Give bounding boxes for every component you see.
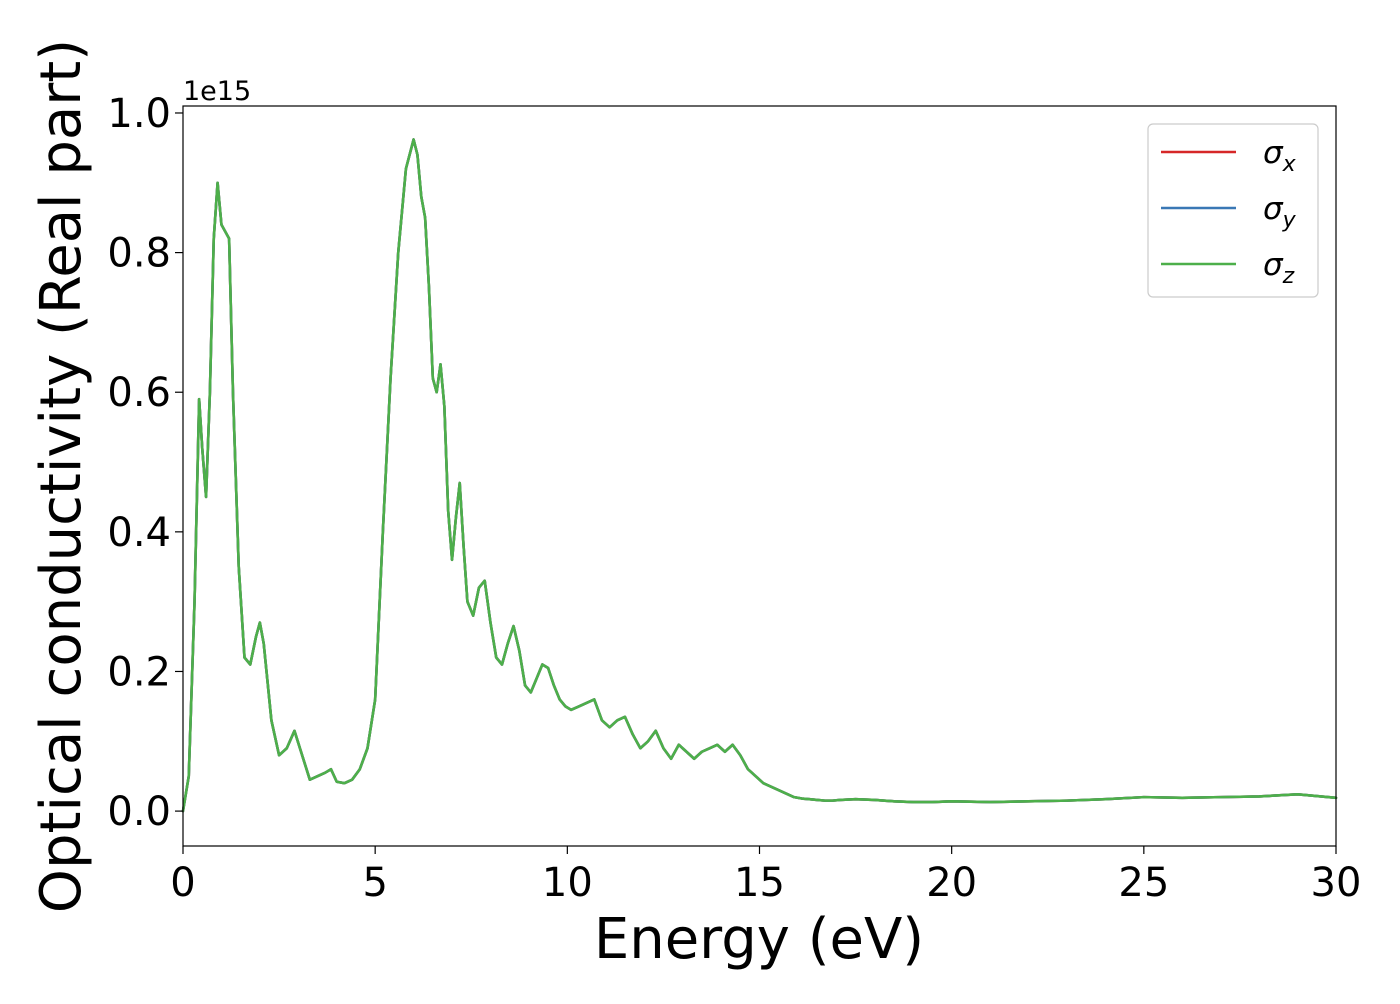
x-tick-label: 20: [926, 860, 977, 906]
x-axis-ticks: 0 5 10 15 20 25 30: [170, 846, 1361, 906]
x-tick-label: 25: [1118, 860, 1169, 906]
legend-box: [1147, 123, 1319, 298]
y-tick-label: 1.0: [107, 91, 171, 137]
legend-subscript: z: [1282, 264, 1295, 289]
y-axis-offset-label: 1e15: [183, 76, 251, 107]
y-tick-label: 0.0: [107, 789, 171, 835]
y-tick-label: 0.6: [107, 370, 171, 416]
x-tick-label: 10: [542, 860, 593, 906]
y-tick-label: 0.2: [107, 649, 171, 695]
series-line-z: [181, 138, 1338, 813]
x-tick-label: 0: [170, 860, 195, 906]
y-axis-label: Optical conductivity (Real part): [29, 39, 94, 913]
plot-lines: [181, 138, 1338, 813]
x-tick-label: 5: [362, 860, 387, 906]
legend-subscript: x: [1282, 152, 1297, 177]
legend-subscript: y: [1282, 208, 1297, 233]
x-tick-label: 15: [734, 860, 785, 906]
x-tick-label: 30: [1311, 860, 1362, 906]
y-tick-label: 0.8: [107, 231, 171, 277]
y-axis-ticks: 0.0 0.2 0.4 0.6 0.8 1.0: [107, 91, 183, 835]
y-tick-label: 0.4: [107, 510, 171, 556]
x-axis-label: Energy (eV): [594, 907, 924, 972]
